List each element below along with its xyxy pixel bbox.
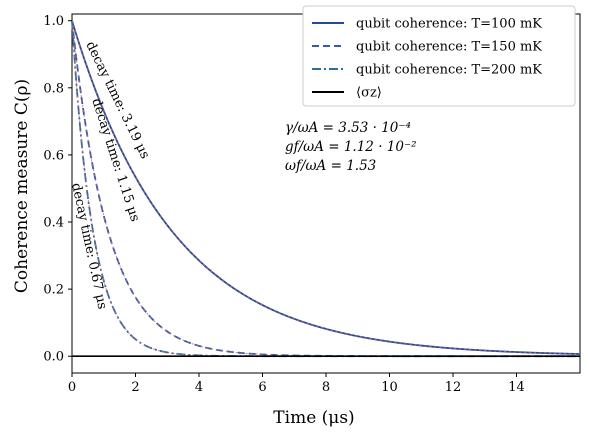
x-tick-label-6: 12 (445, 380, 462, 395)
x-tick-label-4: 8 (322, 380, 330, 395)
y-axis-label: Coherence measure C(ρ) (12, 79, 32, 293)
legend: qubit coherence: T=100 mK qubit coherence… (302, 5, 576, 107)
y-tick-label-2: 0.4 (43, 216, 64, 231)
parameter-annotations: γ/ωA = 3.53 · 10⁻⁴ gf/ωA = 1.12 · 10⁻² ω… (285, 120, 417, 174)
y-tick-label-1: 0.2 (43, 283, 64, 298)
y-tick-label-3: 0.6 (43, 148, 64, 163)
annotation-gamma: γ/ωA = 3.53 · 10⁻⁴ (285, 120, 411, 136)
x-tick-label-5: 10 (381, 380, 398, 395)
x-axis-label: Time (μs) (273, 408, 354, 428)
x-tick-label-0: 0 (68, 380, 76, 395)
legend-label-1: qubit coherence: T=150 mK (356, 40, 542, 55)
curves (71, 20, 581, 358)
x-tick-label-7: 14 (508, 380, 525, 395)
legend-box (302, 5, 576, 107)
fit-overlay-0 (71, 20, 581, 355)
y-tick-label-4: 0.8 (43, 81, 64, 96)
x-tick-label-2: 4 (195, 380, 203, 395)
x-tick-label-1: 2 (131, 380, 139, 395)
y-tick-label-0: 0.0 (43, 350, 64, 365)
annotation-omega: ωf/ωA = 1.53 (285, 158, 376, 174)
y-tick-label-5: 1.0 (43, 14, 64, 29)
x-axis: 0 2 4 6 8 10 12 14 (68, 373, 525, 395)
legend-label-2: qubit coherence: T=200 mK (356, 63, 542, 78)
decay-labels: decay time: 3.19 μs decay time: 1.15 μs … (68, 39, 152, 310)
legend-label-3: ⟨σz⟩ (356, 86, 382, 101)
annotation-gf: gf/ωA = 1.12 · 10⁻² (285, 139, 417, 155)
y-axis: 0.0 0.2 0.4 0.6 0.8 1.0 (43, 14, 72, 365)
legend-label-0: qubit coherence: T=100 mK (356, 17, 542, 32)
x-tick-label-3: 6 (258, 380, 266, 395)
